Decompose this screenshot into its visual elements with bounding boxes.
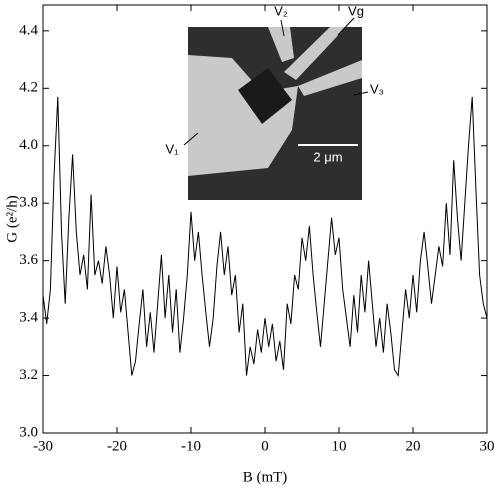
x-tick-label: 20: [406, 438, 421, 454]
y-tick-label: 3.6: [19, 252, 38, 268]
terminal-label: V₁: [165, 141, 179, 156]
y-tick-label: 3.2: [19, 367, 38, 383]
y-tick-label: 3.4: [19, 310, 38, 326]
x-tick-label: 30: [480, 438, 494, 454]
x-axis-label: B (mT): [243, 469, 288, 485]
y-tick-label: 4.4: [19, 22, 38, 38]
x-tick-label: 0: [261, 438, 269, 454]
x-tick-label: -20: [107, 438, 127, 454]
y-tick-label: 4.0: [19, 137, 38, 153]
x-tick-label: -30: [33, 438, 53, 454]
terminal-label: Vg: [348, 3, 364, 18]
y-tick-label: 3.8: [19, 195, 38, 211]
terminal-label: V₃: [370, 81, 384, 96]
terminal-label: V₂: [274, 3, 288, 18]
scale-bar-label: 2 μm: [313, 149, 342, 164]
x-tick-label: 10: [332, 438, 347, 454]
y-axis-label: G (e²/h): [4, 195, 20, 242]
x-tick-label: -10: [181, 438, 201, 454]
inset: [184, 18, 368, 200]
y-tick-label: 4.2: [19, 80, 38, 96]
